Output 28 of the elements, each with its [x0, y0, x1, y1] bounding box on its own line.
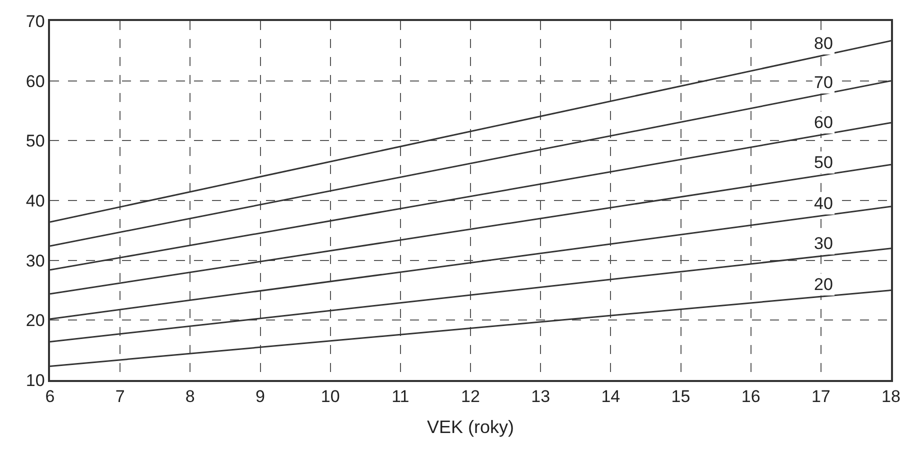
- series-label: 60: [814, 113, 833, 132]
- y-tick-label: 60: [26, 72, 45, 91]
- y-tick-label: 70: [26, 12, 45, 31]
- x-tick-label: 9: [256, 387, 265, 406]
- series-label: 20: [814, 275, 833, 294]
- x-tick-label: 16: [741, 387, 760, 406]
- x-tick-label: 10: [320, 387, 340, 406]
- series-label: 30: [814, 234, 833, 253]
- series-label: 50: [814, 153, 833, 172]
- y-tick-label: 20: [26, 311, 45, 330]
- y-tick-label: 40: [26, 191, 45, 210]
- x-tick-label: 6: [45, 387, 55, 406]
- x-tick-label: 13: [531, 387, 550, 406]
- y-tick-label: 30: [26, 251, 45, 270]
- x-axis-title: VEK (roky): [426, 416, 514, 437]
- series-label: 40: [814, 194, 833, 213]
- x-tick-label: 15: [671, 387, 690, 406]
- series-label: 70: [814, 73, 833, 92]
- series-label: 80: [814, 34, 833, 53]
- x-tick-label: 7: [115, 387, 125, 406]
- x-tick-label: 8: [185, 387, 195, 406]
- x-tick-label: 14: [601, 387, 620, 406]
- x-tick-label: 18: [882, 387, 900, 406]
- x-tick-label: 11: [392, 387, 410, 406]
- y-tick-label: 10: [26, 370, 45, 390]
- y-tick-label: 50: [26, 132, 45, 151]
- x-tick-label: 17: [811, 387, 830, 406]
- x-tick-label: 12: [461, 387, 480, 406]
